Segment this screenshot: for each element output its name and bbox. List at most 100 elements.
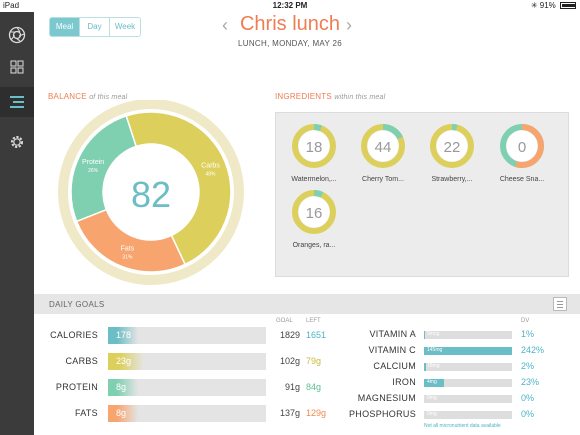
micronutrient-amount: 0mg <box>427 411 437 417</box>
macro-fill <box>108 379 138 396</box>
micronutrient-fill <box>424 363 426 371</box>
gear-icon <box>11 136 23 148</box>
micronutrient-fill <box>424 331 425 339</box>
dashboard-grid-icon <box>10 60 24 74</box>
ingredient-item[interactable]: 16 Oranges, ra... <box>284 189 344 249</box>
ingredient-name: Oranges, ra... <box>292 242 336 249</box>
sidebar-item-dashboard[interactable] <box>0 52 34 82</box>
prev-arrow-icon[interactable]: ‹ <box>222 15 228 35</box>
next-arrow-icon[interactable]: › <box>346 15 352 35</box>
ingredient-score: 22 <box>444 139 461 156</box>
micronutrient-bar: 18mg <box>424 363 512 371</box>
ingredient-ring: 0 <box>500 124 544 168</box>
ingredients-heading: INGREDIENTS within this meal <box>275 92 386 101</box>
micronutrient-bar: 0mg <box>424 395 512 403</box>
period-segmented-control: Meal Day Week <box>49 17 141 37</box>
aperture-icon <box>8 26 26 44</box>
balance-donut-chart: Protein 26% Carbs 48% Fats 31% 82 <box>58 100 244 285</box>
macro-progress-bar: 8g <box>108 405 266 422</box>
micronutrient-label: VITAMIN C <box>368 345 416 355</box>
slice-label: Carbs <box>201 162 220 169</box>
macro-amount: 23g <box>116 356 132 366</box>
macro-goal: 137g <box>279 408 300 418</box>
ingredient-score: 16 <box>306 205 323 222</box>
notes-icon[interactable] <box>553 297 567 311</box>
macro-amount: 178 <box>116 330 132 340</box>
macro-label: CARBS <box>65 356 98 366</box>
ingredient-score: 0 <box>518 139 526 156</box>
sidebar-item-log[interactable] <box>0 87 34 117</box>
sidebar-item-summary[interactable] <box>0 20 34 50</box>
status-right: ✳ 91% <box>531 1 576 10</box>
balance-slice-carbs[interactable] <box>125 111 232 266</box>
micronutrient-label: PHOSPHORUS <box>348 409 416 419</box>
ingredient-score: 18 <box>306 139 323 156</box>
micronutrient-label: CALCIUM <box>373 361 416 371</box>
tab-day[interactable]: Day <box>80 18 110 36</box>
micronutrient-dv: 0% <box>521 409 535 419</box>
micronutrient-amount: 9mcg <box>427 331 440 337</box>
dv-column-header: DV <box>521 318 530 324</box>
slice-percent: 31% <box>122 255 133 261</box>
macro-goal: 91g <box>284 382 300 392</box>
ingredient-item[interactable]: 0 Cheese Sna... <box>492 123 552 183</box>
macro-left: 1651 <box>306 330 327 340</box>
macro-progress-bar: 8g <box>108 379 266 396</box>
slice-label: Protein <box>82 159 104 166</box>
micronutrient-bar: 4mg <box>424 379 512 387</box>
goal-column-header: GOAL <box>276 318 293 324</box>
macro-goal: 1829 <box>279 330 300 340</box>
goal-ring <box>58 100 244 285</box>
micronutrient-label: MAGNESIUM <box>357 393 416 403</box>
micronutrient-bar: 9mcg <box>424 331 512 339</box>
ingredient-item[interactable]: 18 Watermelon,... <box>284 123 344 183</box>
ingredient-ring: 22 <box>430 124 474 168</box>
balance-score: 82 <box>131 174 171 215</box>
ingredient-item[interactable]: 22 Strawberry,... <box>422 123 482 183</box>
ingredient-item[interactable]: 44 Cherry Tom... <box>353 123 413 183</box>
micronutrient-amount: 18mg <box>427 363 440 369</box>
ingredient-name: Strawberry,... <box>431 176 473 183</box>
slice-percent: 48% <box>205 171 216 177</box>
micronutrient-dv: 0% <box>521 393 535 403</box>
macro-left: 129g <box>306 408 327 418</box>
sidebar-item-settings[interactable] <box>0 127 34 157</box>
status-time: 12:32 PM <box>272 1 308 10</box>
page-title: Chris lunch <box>239 13 341 35</box>
macro-label: PROTEIN <box>55 382 98 392</box>
macro-label: CALORIES <box>50 330 98 340</box>
macro-goal: 102g <box>279 356 300 366</box>
macro-fill <box>108 327 138 344</box>
ingredient-ring: 18 <box>292 124 336 168</box>
tab-week[interactable]: Week <box>110 18 140 36</box>
balance-heading: BALANCE of this meal <box>48 92 128 101</box>
micronutrient-bar: 0mg <box>424 411 512 419</box>
ingredient-ring: 44 <box>361 124 405 168</box>
daily-goals-heading: DAILY GOALS <box>49 300 105 309</box>
ingredient-name: Watermelon,... <box>291 176 337 183</box>
macro-left: 79g <box>306 356 322 366</box>
micronutrient-amount: 145mg <box>427 347 443 353</box>
macro-fill <box>108 353 145 370</box>
macro-amount: 8g <box>116 408 127 418</box>
bluetooth-icon: ✳ <box>530 1 538 10</box>
ingredient-score: 44 <box>375 139 392 156</box>
micronutrient-dv: 2% <box>521 361 535 371</box>
slice-label: Fats <box>121 246 135 253</box>
macro-label: FATS <box>74 408 98 418</box>
micronutrient-label: IRON <box>392 377 416 387</box>
micronutrient-amount: 0mg <box>427 395 437 401</box>
balance-slice-fats[interactable] <box>75 208 187 273</box>
slice-percent: 26% <box>88 168 99 174</box>
macro-amount: 8g <box>116 382 127 392</box>
macro-left: 84g <box>306 382 322 392</box>
tab-meal[interactable]: Meal <box>50 18 80 36</box>
daily-goals-header: DAILY GOALS <box>34 294 580 314</box>
macro-progress-bar: 23g <box>108 353 266 370</box>
macro-fill <box>108 405 138 422</box>
battery-icon <box>560 2 576 9</box>
micronutrient-dv: 1% <box>521 329 535 339</box>
micronutrient-dv: 242% <box>521 345 545 355</box>
micronutrient-bar: 145mg <box>424 347 512 355</box>
device-label: iPad <box>3 1 20 10</box>
